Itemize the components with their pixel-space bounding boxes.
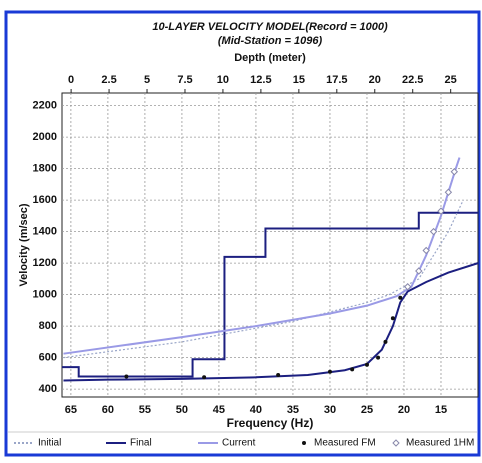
x-tick-label: 55 — [139, 404, 151, 416]
marker — [350, 367, 355, 372]
x2-tick-label: 0 — [68, 74, 74, 86]
marker — [450, 168, 459, 176]
x2-tick-label: 15 — [293, 74, 305, 86]
series-line — [63, 199, 464, 359]
y-tick-label: 1400 — [33, 226, 57, 238]
x-tick-label: 60 — [102, 404, 114, 416]
x-tick-label: 25 — [361, 404, 373, 416]
series-line — [63, 157, 461, 355]
x-tick-label: 50 — [176, 404, 188, 416]
y-tick-label: 1800 — [33, 163, 57, 175]
series-line — [63, 262, 479, 382]
y-tick-label: 2000 — [33, 131, 57, 143]
legend-label: Final — [130, 438, 152, 449]
marker — [383, 339, 388, 344]
x-tick-label: 15 — [435, 404, 447, 416]
y-tick-label: 1200 — [33, 257, 57, 269]
marker — [398, 295, 403, 300]
x-tick-label: 45 — [213, 404, 225, 416]
legend-label: Current — [222, 438, 256, 449]
chart-title: 10-LAYER VELOCITY MODEL(Record = 1000) — [152, 21, 388, 33]
marker — [376, 355, 381, 360]
legend-label: Measured FM — [314, 438, 376, 449]
chart-subtitle: (Mid-Station = 1096) — [218, 35, 323, 47]
y-axis-label: Velocity (m/sec) — [18, 203, 30, 286]
marker — [276, 372, 281, 377]
legend-swatch — [302, 441, 306, 445]
legend-label: Initial — [38, 438, 61, 449]
x2-tick-label: 2.5 — [101, 74, 116, 86]
y-tick-label: 1600 — [33, 194, 57, 206]
legend-label: Measured 1HM — [406, 438, 474, 449]
y-tick-label: 600 — [39, 352, 57, 364]
x2-tick-label: 12.5 — [250, 74, 271, 86]
velocity-model — [62, 211, 478, 378]
y-tick-label: 800 — [39, 320, 57, 332]
x2-tick-label: 20 — [369, 74, 381, 86]
y-tick-label: 1000 — [33, 289, 57, 301]
x-axis-label: Frequency (Hz) — [227, 416, 314, 430]
marker — [390, 316, 395, 321]
x2-axis-label: Depth (meter) — [234, 52, 306, 64]
x-tick-label: 40 — [250, 404, 262, 416]
marker — [124, 374, 129, 379]
marker — [202, 375, 207, 380]
marker — [415, 267, 423, 275]
y-tick-label: 2200 — [33, 100, 57, 112]
marker — [403, 283, 412, 291]
y-tick-label: 400 — [39, 383, 57, 395]
x-tick-label: 35 — [287, 404, 299, 416]
x2-tick-label: 25 — [445, 74, 457, 86]
x2-tick-label: 7.5 — [177, 74, 192, 86]
x2-tick-label: 10 — [217, 74, 229, 86]
marker — [437, 207, 445, 215]
x-tick-label: 20 — [398, 404, 410, 416]
x-tick-label: 65 — [65, 404, 77, 416]
legend-swatch — [392, 439, 400, 447]
marker — [429, 227, 438, 236]
marker — [444, 188, 453, 196]
marker — [364, 362, 369, 367]
x2-tick-label: 17.5 — [326, 74, 347, 86]
x-tick-label: 30 — [324, 404, 336, 416]
marker — [327, 369, 332, 374]
x2-tick-label: 22.5 — [402, 74, 423, 86]
x2-tick-label: 5 — [144, 74, 150, 86]
plot-area — [61, 92, 479, 398]
marker — [422, 246, 430, 255]
